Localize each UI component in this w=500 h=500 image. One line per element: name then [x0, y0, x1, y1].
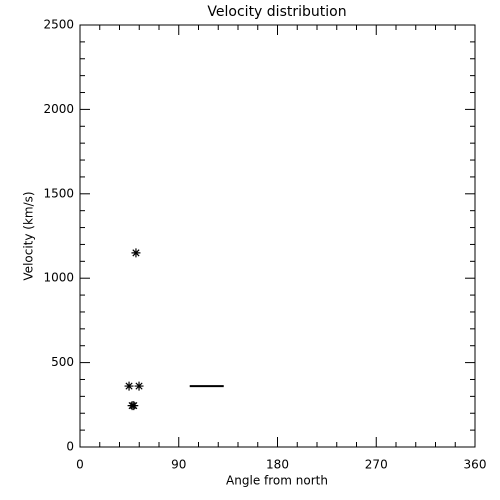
y-tick-label: 2500 [43, 18, 74, 32]
point [129, 401, 139, 411]
y-tick-label: 1500 [43, 186, 74, 200]
point [131, 248, 141, 258]
point [124, 381, 134, 391]
x-tick-label: 360 [464, 458, 487, 472]
x-tick-label: 90 [171, 458, 186, 472]
chart-title: Velocity distribution [207, 4, 346, 20]
x-tick-label: 0 [76, 458, 84, 472]
point [134, 381, 144, 391]
x-tick-label: 270 [365, 458, 388, 472]
y-axis-label: Velocity (km/s) [22, 191, 36, 280]
y-tick-label: 2000 [43, 102, 74, 116]
y-tick-label: 500 [51, 355, 74, 369]
y-tick-label: 0 [66, 440, 74, 454]
y-tick-label: 1000 [43, 271, 74, 285]
x-tick-label: 180 [266, 458, 289, 472]
x-axis-label: Angle from north [226, 474, 328, 488]
